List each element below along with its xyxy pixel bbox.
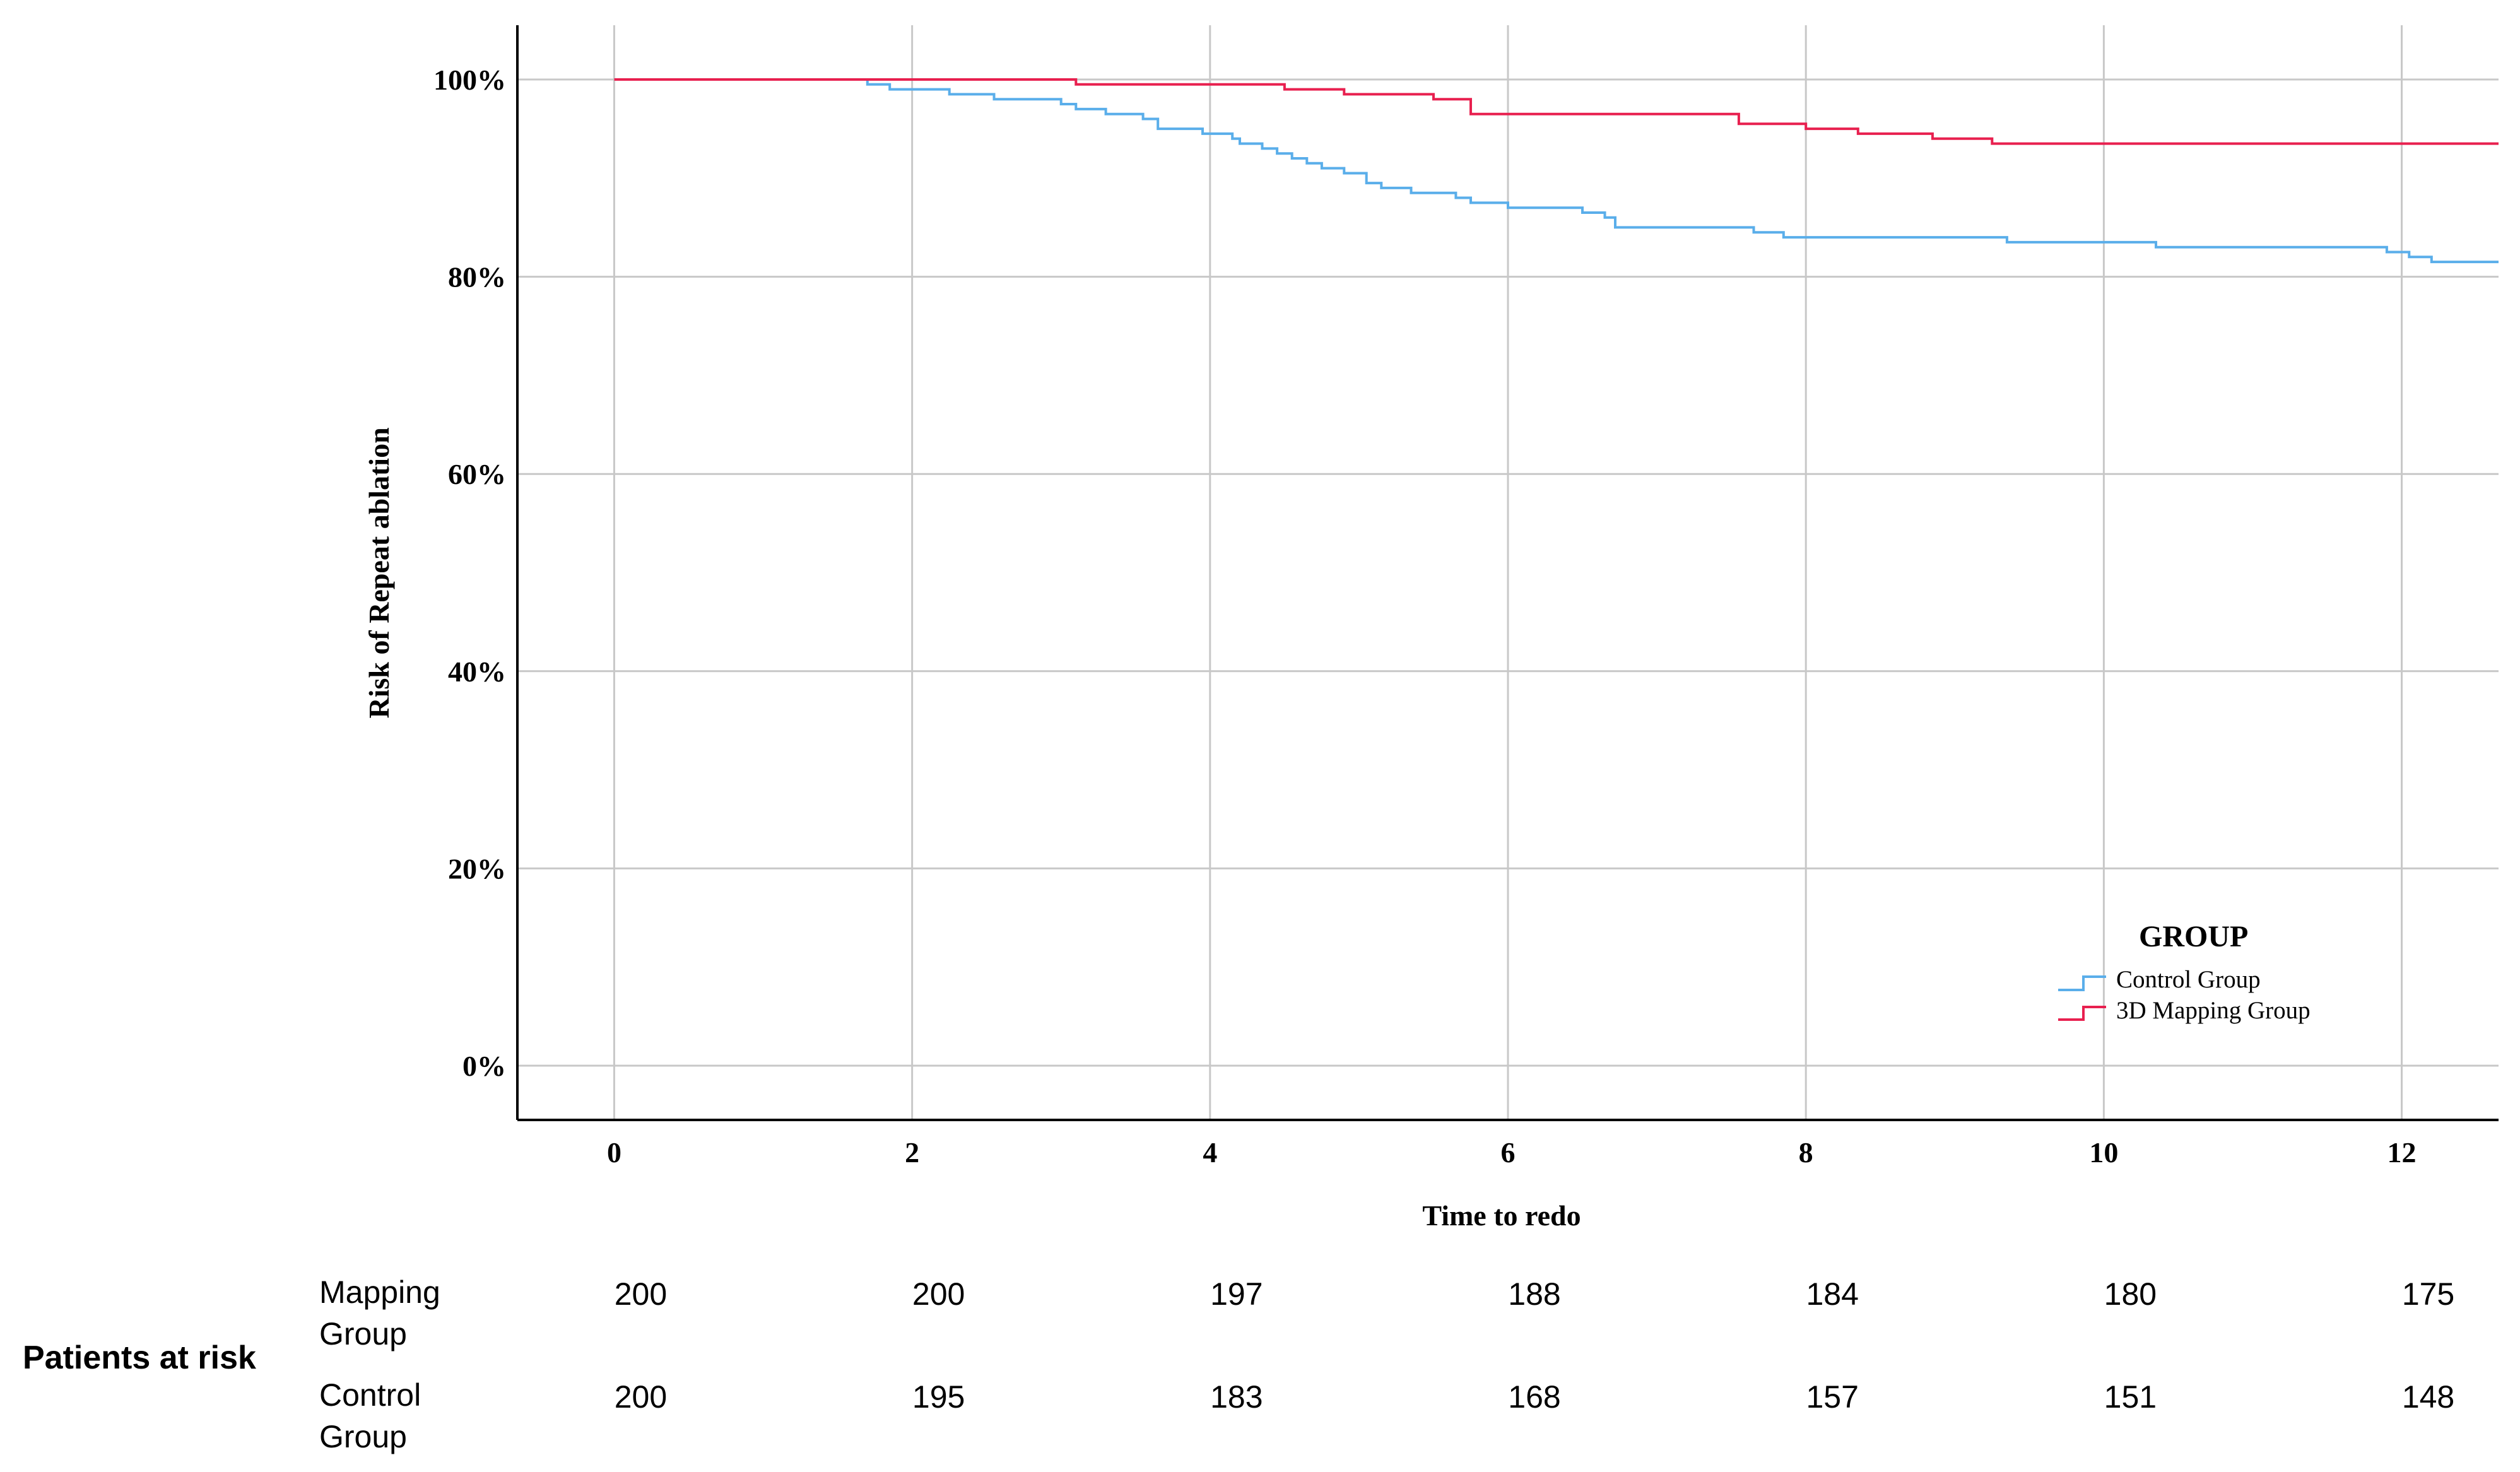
- x-tick-label: 6: [1501, 1136, 1516, 1169]
- legend-label-mapping: 3D Mapping Group: [2116, 997, 2311, 1024]
- risk-count: 188: [1508, 1276, 1561, 1312]
- series-line-mapping: [614, 78, 2499, 145]
- risk-count: 175: [2401, 1276, 2455, 1312]
- risk-row-label-mapping: Mapping Group: [319, 1271, 483, 1355]
- y-tick-label: 60%: [448, 458, 506, 490]
- legend-swatch-control: [2058, 975, 2106, 991]
- x-tick-label: 12: [2388, 1136, 2417, 1169]
- risk-count: 195: [912, 1379, 965, 1415]
- risk-count: 200: [614, 1276, 668, 1312]
- legend: GROUP Control Group 3D Mapping Group: [2058, 920, 2311, 1024]
- x-tick-label: 4: [1203, 1136, 1217, 1169]
- risk-count: 183: [1210, 1379, 1263, 1415]
- risk-count: 200: [912, 1276, 965, 1312]
- x-tick-label: 0: [607, 1136, 621, 1169]
- risk-count: 148: [2401, 1379, 2455, 1415]
- x-tick-label: 8: [1799, 1136, 1813, 1169]
- risk-table-title: Patients at risk: [23, 1340, 256, 1376]
- legend-label-control: Control Group: [2116, 966, 2261, 993]
- risk-row-label-line: Control: [319, 1377, 421, 1413]
- x-axis-label: Time to redo: [1422, 1199, 1581, 1232]
- y-tick-label: 20%: [448, 852, 506, 885]
- risk-row-label-control: Control Group: [319, 1374, 483, 1457]
- axes: [516, 25, 2499, 1121]
- series-line-control: [614, 78, 2499, 264]
- x-tick-labels: 0 2 4 6 8 10 12: [607, 1136, 2417, 1169]
- risk-row-label-line: Group: [319, 1419, 407, 1454]
- x-tick-label: 10: [2089, 1136, 2118, 1169]
- risk-count: 180: [2104, 1276, 2157, 1312]
- legend-title: GROUP: [2139, 920, 2248, 953]
- y-tick-label: 80%: [448, 261, 506, 293]
- y-axis-label: Risk of Repeat ablation: [363, 427, 395, 718]
- risk-count: 184: [1806, 1276, 1859, 1312]
- risk-row-label-line: Mapping: [319, 1275, 440, 1310]
- risk-count: 157: [1806, 1379, 1859, 1415]
- risk-count: 168: [1508, 1379, 1561, 1415]
- series-lines: [614, 78, 2499, 264]
- risk-count: 151: [2104, 1379, 2157, 1415]
- y-tick-label: 0%: [462, 1050, 506, 1082]
- risk-count: 200: [614, 1379, 668, 1415]
- risk-row-label-line: Group: [319, 1316, 407, 1351]
- legend-swatch-mapping: [2058, 1006, 2106, 1021]
- y-tick-label: 100%: [433, 64, 506, 96]
- grid-lines: [517, 25, 2499, 1120]
- risk-count: 197: [1210, 1276, 1263, 1312]
- y-tick-label: 40%: [448, 656, 506, 688]
- x-tick-label: 2: [905, 1136, 919, 1169]
- y-tick-labels: 0% 20% 40% 60% 80% 100%: [433, 64, 506, 1082]
